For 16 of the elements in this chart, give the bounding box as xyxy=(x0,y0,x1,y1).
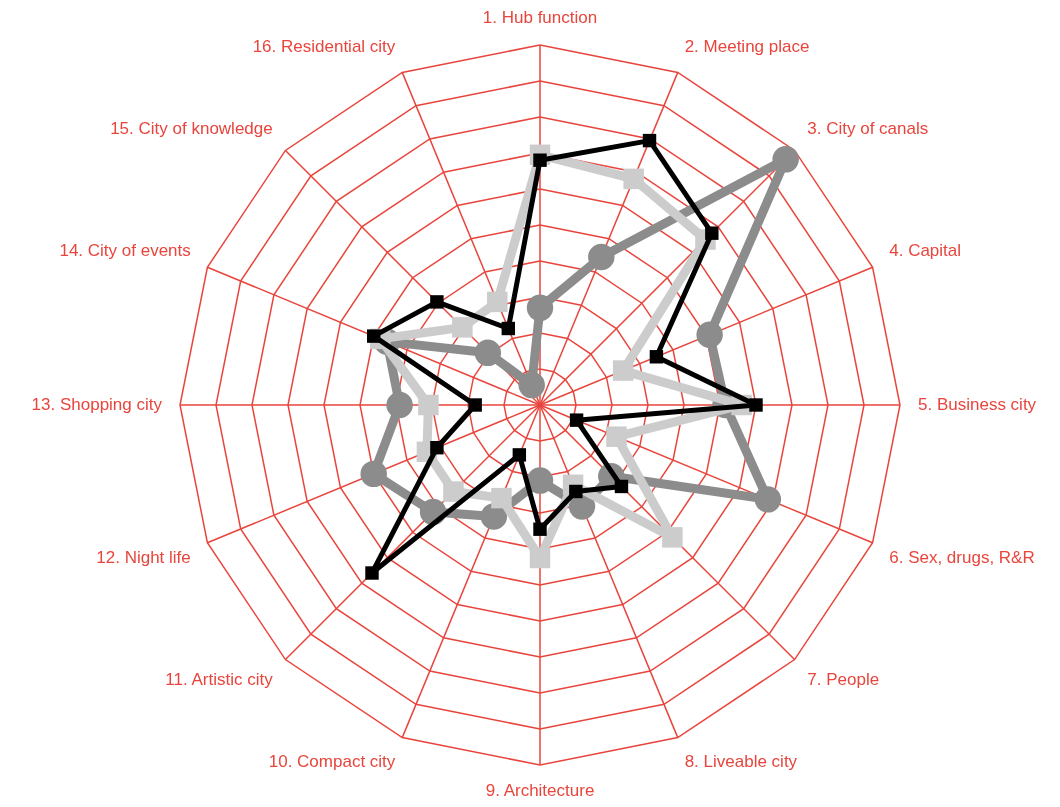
spoke-label: 2. Meeting place xyxy=(684,36,810,56)
spoke-label: 1. Hub function xyxy=(482,8,598,27)
spoke-label: 7. People xyxy=(807,670,880,690)
spoke-label: 13. Shopping city xyxy=(31,395,163,414)
spoke-label: 5. Business city xyxy=(918,395,1037,414)
spoke-label: 9. Architecture xyxy=(485,781,595,800)
spoke-label: 16. Residential city xyxy=(252,36,396,56)
spoke-label: 8. Liveable city xyxy=(684,752,798,772)
spoke-label: 6. Sex, drugs, R&R xyxy=(889,547,1035,567)
spoke-label: 4. Capital xyxy=(889,241,962,261)
spoke-label: 11. Artistic city xyxy=(165,670,274,690)
spoke-label: 15. City of knowledge xyxy=(110,118,273,138)
spoke-label: 10. Compact city xyxy=(268,752,396,772)
spoke-label: 12. Night life xyxy=(96,547,191,567)
spoke-label: 14. City of events xyxy=(59,241,191,261)
spoke-label: 3. City of canals xyxy=(807,118,929,138)
